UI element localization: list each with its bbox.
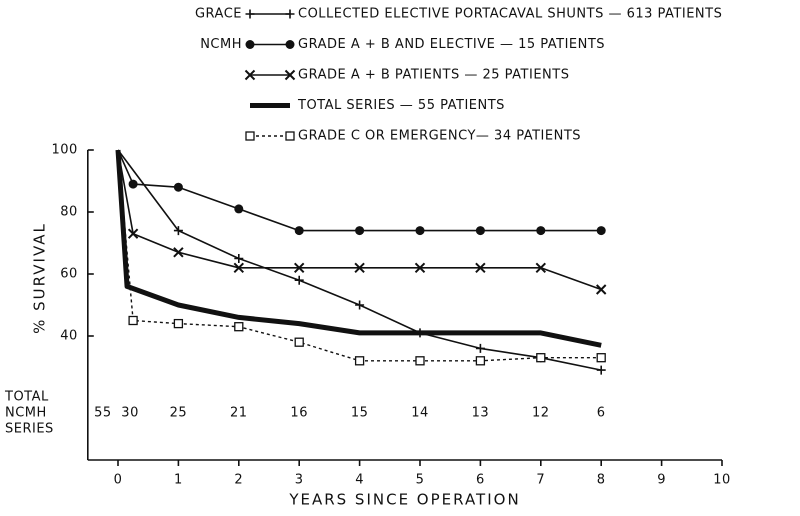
series-line — [115, 149, 602, 348]
count-label: 13 — [472, 406, 490, 421]
counts-label: NCMH — [5, 406, 47, 421]
legend-group: GRACE — [195, 7, 242, 22]
data-point — [354, 356, 365, 366]
x-tick-label: 2 — [234, 473, 243, 488]
data-point — [355, 226, 365, 236]
data-point — [475, 262, 486, 274]
count-label: 12 — [532, 406, 550, 421]
legend-label: GRADE A + B PATIENTS — 25 PATIENTS — [298, 68, 569, 83]
legend-marker — [285, 40, 295, 49]
series-line — [117, 149, 602, 232]
y-tick-label: 60 — [60, 267, 78, 282]
data-point — [536, 226, 546, 236]
data-point — [128, 315, 138, 326]
count-label: 21 — [230, 406, 248, 421]
count-label: 14 — [411, 406, 429, 421]
data-point — [173, 226, 183, 236]
x-axis-label: YEARS SINCE OPERATION — [288, 491, 520, 509]
data-point — [233, 262, 245, 274]
data-point — [354, 262, 365, 274]
x-tick-label: 4 — [355, 473, 364, 488]
legend-label: GRADE C OR EMERGENCY— 34 PATIENTS — [298, 129, 581, 144]
y-tick-label: 40 — [60, 329, 78, 344]
x-tick-label: 3 — [295, 473, 304, 488]
data-point — [595, 284, 607, 295]
data-point — [475, 356, 486, 366]
data-point — [173, 182, 183, 192]
x-tick-label: 1 — [174, 473, 183, 488]
data-point — [535, 262, 547, 274]
x-tick-label: 0 — [114, 473, 123, 488]
data-point — [293, 262, 305, 274]
y-tick-label: 80 — [60, 205, 78, 220]
data-point — [475, 343, 485, 353]
count-label: 6 — [597, 406, 606, 421]
counts-label: TOTAL — [4, 390, 49, 405]
data-point — [596, 365, 606, 375]
data-point — [294, 226, 304, 236]
data-point — [234, 322, 244, 332]
legend-label: GRADE A + B AND ELECTIVE — 15 PATIENTS — [298, 37, 605, 52]
data-point — [173, 318, 184, 329]
series-line — [117, 149, 602, 291]
data-point — [355, 300, 365, 310]
legend-marker — [285, 131, 295, 141]
count-label: 15 — [351, 406, 369, 421]
count-label: 30 — [121, 406, 139, 421]
x-tick-label: 7 — [536, 473, 545, 488]
x-tick-label: 8 — [597, 473, 606, 488]
legend-marker — [244, 69, 256, 81]
y-tick-label: 100 — [51, 143, 77, 158]
data-point — [127, 228, 139, 239]
data-point — [596, 226, 606, 236]
series-line — [117, 149, 602, 362]
legend-marker — [284, 69, 296, 81]
legend-marker — [245, 9, 255, 19]
legend-group: NCMH — [200, 37, 242, 52]
data-point — [173, 247, 184, 258]
legend-marker — [245, 40, 255, 49]
data-point — [294, 275, 304, 285]
x-tick-label: 6 — [476, 473, 485, 488]
data-point — [128, 179, 138, 189]
count-label: 25 — [170, 406, 188, 421]
legend-label: TOTAL SERIES — 55 PATIENTS — [297, 98, 505, 113]
count-label: 16 — [290, 406, 308, 421]
y-axis-label: % SURVIVAL — [31, 222, 49, 334]
data-point — [414, 262, 426, 274]
data-point — [536, 353, 546, 363]
data-point — [415, 356, 425, 366]
data-point — [475, 226, 485, 236]
counts-label: SERIES — [5, 422, 54, 437]
data-point — [234, 254, 244, 263]
x-tick-label: 10 — [713, 473, 731, 488]
legend-marker — [245, 131, 255, 141]
data-point — [415, 226, 425, 236]
legend-label: COLLECTED ELECTIVE PORTACAVAL SHUNTS — 6… — [298, 7, 722, 22]
legend-marker — [285, 9, 295, 19]
data-point — [596, 353, 606, 363]
count-label: 55 — [94, 406, 112, 421]
data-point — [234, 204, 244, 214]
x-tick-label: 9 — [657, 473, 666, 488]
series-line — [117, 149, 602, 371]
x-tick-label: 5 — [416, 473, 425, 488]
data-point — [294, 337, 304, 347]
